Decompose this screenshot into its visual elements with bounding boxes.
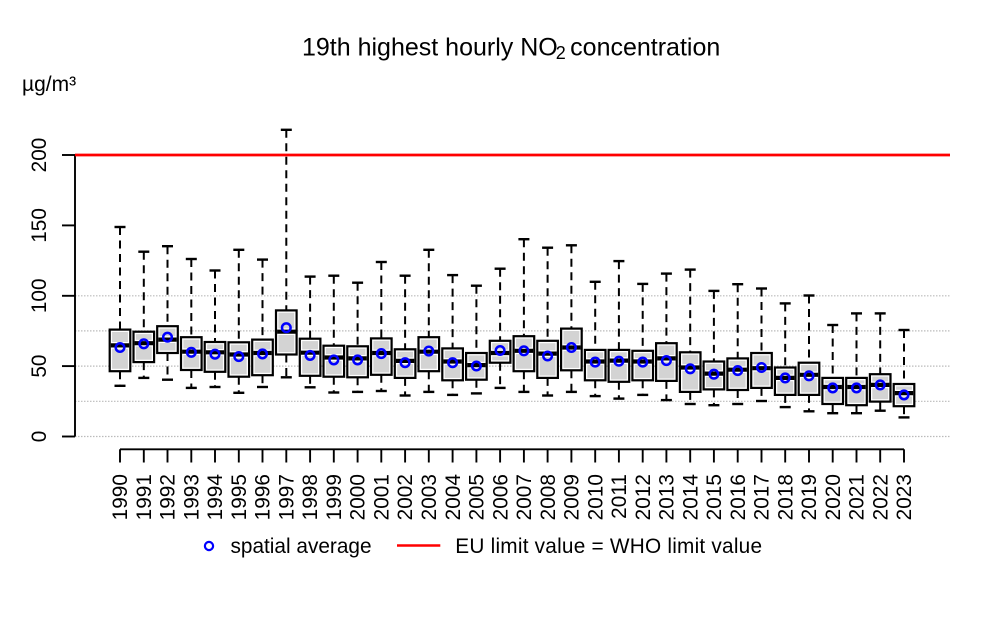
svg-text:2021: 2021 — [846, 474, 869, 520]
svg-text:1995: 1995 — [228, 474, 251, 520]
svg-text:2014: 2014 — [679, 474, 702, 520]
svg-text:2004: 2004 — [442, 474, 465, 520]
svg-text:1990: 1990 — [109, 474, 132, 520]
svg-text:1994: 1994 — [204, 474, 227, 520]
svg-text:1992: 1992 — [157, 474, 180, 520]
svg-text:2000: 2000 — [347, 474, 370, 520]
svg-text:2022: 2022 — [869, 474, 892, 520]
svg-text:spatial average: spatial average — [231, 535, 372, 558]
svg-text:0: 0 — [28, 431, 51, 443]
svg-text:1996: 1996 — [252, 474, 275, 520]
svg-text:2017: 2017 — [751, 474, 774, 520]
svg-text:1993: 1993 — [180, 474, 203, 520]
svg-text:2005: 2005 — [466, 474, 489, 520]
svg-text:2016: 2016 — [727, 474, 750, 520]
svg-text:100: 100 — [28, 278, 51, 313]
svg-text:1999: 1999 — [323, 474, 346, 520]
svg-text:2010: 2010 — [584, 474, 607, 520]
svg-text:2020: 2020 — [822, 474, 845, 520]
svg-text:2008: 2008 — [537, 474, 560, 520]
svg-text:2023: 2023 — [893, 474, 916, 520]
svg-text:19th highest hourly NO2 concen: 19th highest hourly NO2 concentration — [302, 34, 720, 63]
svg-text:2018: 2018 — [774, 474, 797, 520]
svg-text:2015: 2015 — [703, 474, 726, 520]
svg-text:µg/m³: µg/m³ — [22, 73, 76, 96]
svg-text:2009: 2009 — [561, 474, 584, 520]
svg-text:2007: 2007 — [513, 474, 536, 520]
svg-text:2012: 2012 — [632, 474, 655, 520]
svg-text:2002: 2002 — [394, 474, 417, 520]
svg-text:150: 150 — [28, 208, 51, 243]
svg-text:EU limit value = WHO limit val: EU limit value = WHO limit value — [455, 535, 762, 558]
svg-text:50: 50 — [28, 355, 51, 378]
svg-text:2003: 2003 — [418, 474, 441, 520]
svg-text:2011: 2011 — [608, 474, 631, 519]
svg-text:1997: 1997 — [276, 474, 299, 520]
svg-text:2013: 2013 — [656, 474, 679, 520]
svg-text:1998: 1998 — [299, 474, 322, 520]
svg-text:2001: 2001 — [371, 474, 394, 520]
svg-text:2006: 2006 — [489, 474, 512, 520]
svg-text:2019: 2019 — [798, 474, 821, 520]
svg-text:200: 200 — [28, 138, 51, 173]
svg-text:1991: 1991 — [133, 474, 156, 520]
